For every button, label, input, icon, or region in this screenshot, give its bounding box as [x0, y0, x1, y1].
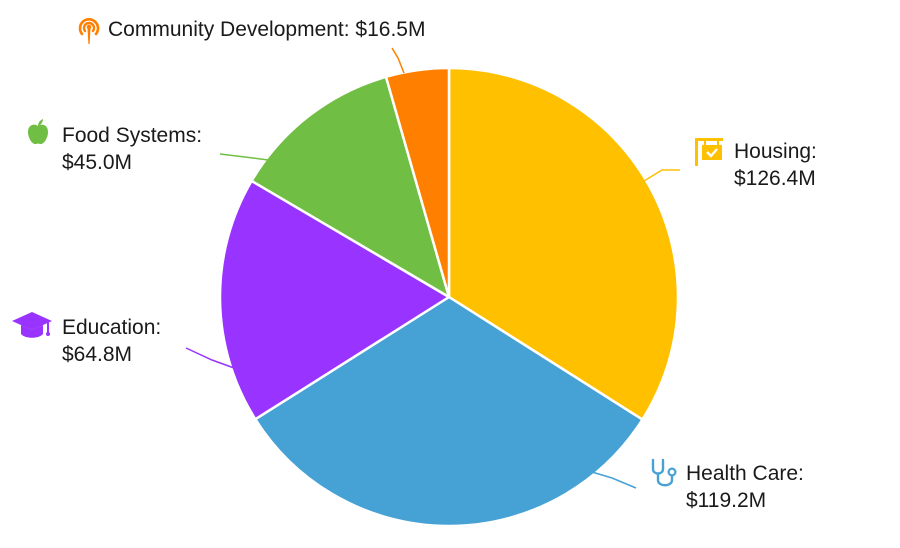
label-education-name: Education:: [62, 316, 162, 339]
label-community-development: Community Development: $16.5M: [108, 16, 425, 43]
label-education-value: $64.8M: [62, 343, 133, 366]
label-housing: Housing: $126.4M: [734, 138, 817, 192]
stethoscope-icon: [651, 458, 677, 487]
pie-slice-housing: [447, 66, 680, 421]
pie-slices: [218, 66, 680, 528]
label-health-care-value: $119.2M: [686, 489, 767, 512]
house-sign-icon: [695, 138, 723, 166]
label-community-development-text: Community Development: $16.5M: [108, 18, 426, 41]
leader-line-housing: [643, 169, 680, 182]
apple-icon: [28, 119, 48, 145]
label-housing-name: Housing:: [734, 140, 817, 163]
label-health-care-name: Health Care:: [686, 462, 804, 485]
leader-lines: [185, 47, 680, 489]
label-food-systems-name: Food Systems:: [62, 124, 203, 147]
leader-line-community-development: [391, 47, 405, 74]
label-food-systems: Food Systems: $45.0M: [62, 122, 202, 176]
broadcast-icon: [78, 18, 100, 44]
pie-slice-education: [218, 179, 451, 421]
label-education: Education: $64.8M: [62, 314, 161, 368]
leader-line-food-systems: [219, 153, 269, 161]
pie-slice-health-care: [254, 295, 644, 528]
leader-line-health-care: [591, 471, 637, 489]
pie-slice-community-development: [384, 66, 451, 299]
label-health-care: Health Care: $119.2M: [686, 460, 804, 514]
graduation-cap-icon: [12, 312, 52, 338]
label-housing-value: $126.4M: [734, 167, 816, 190]
label-food-systems-value: $45.0M: [62, 151, 133, 174]
leader-line-education: [185, 347, 235, 369]
pie-slice-food-systems: [250, 75, 451, 299]
